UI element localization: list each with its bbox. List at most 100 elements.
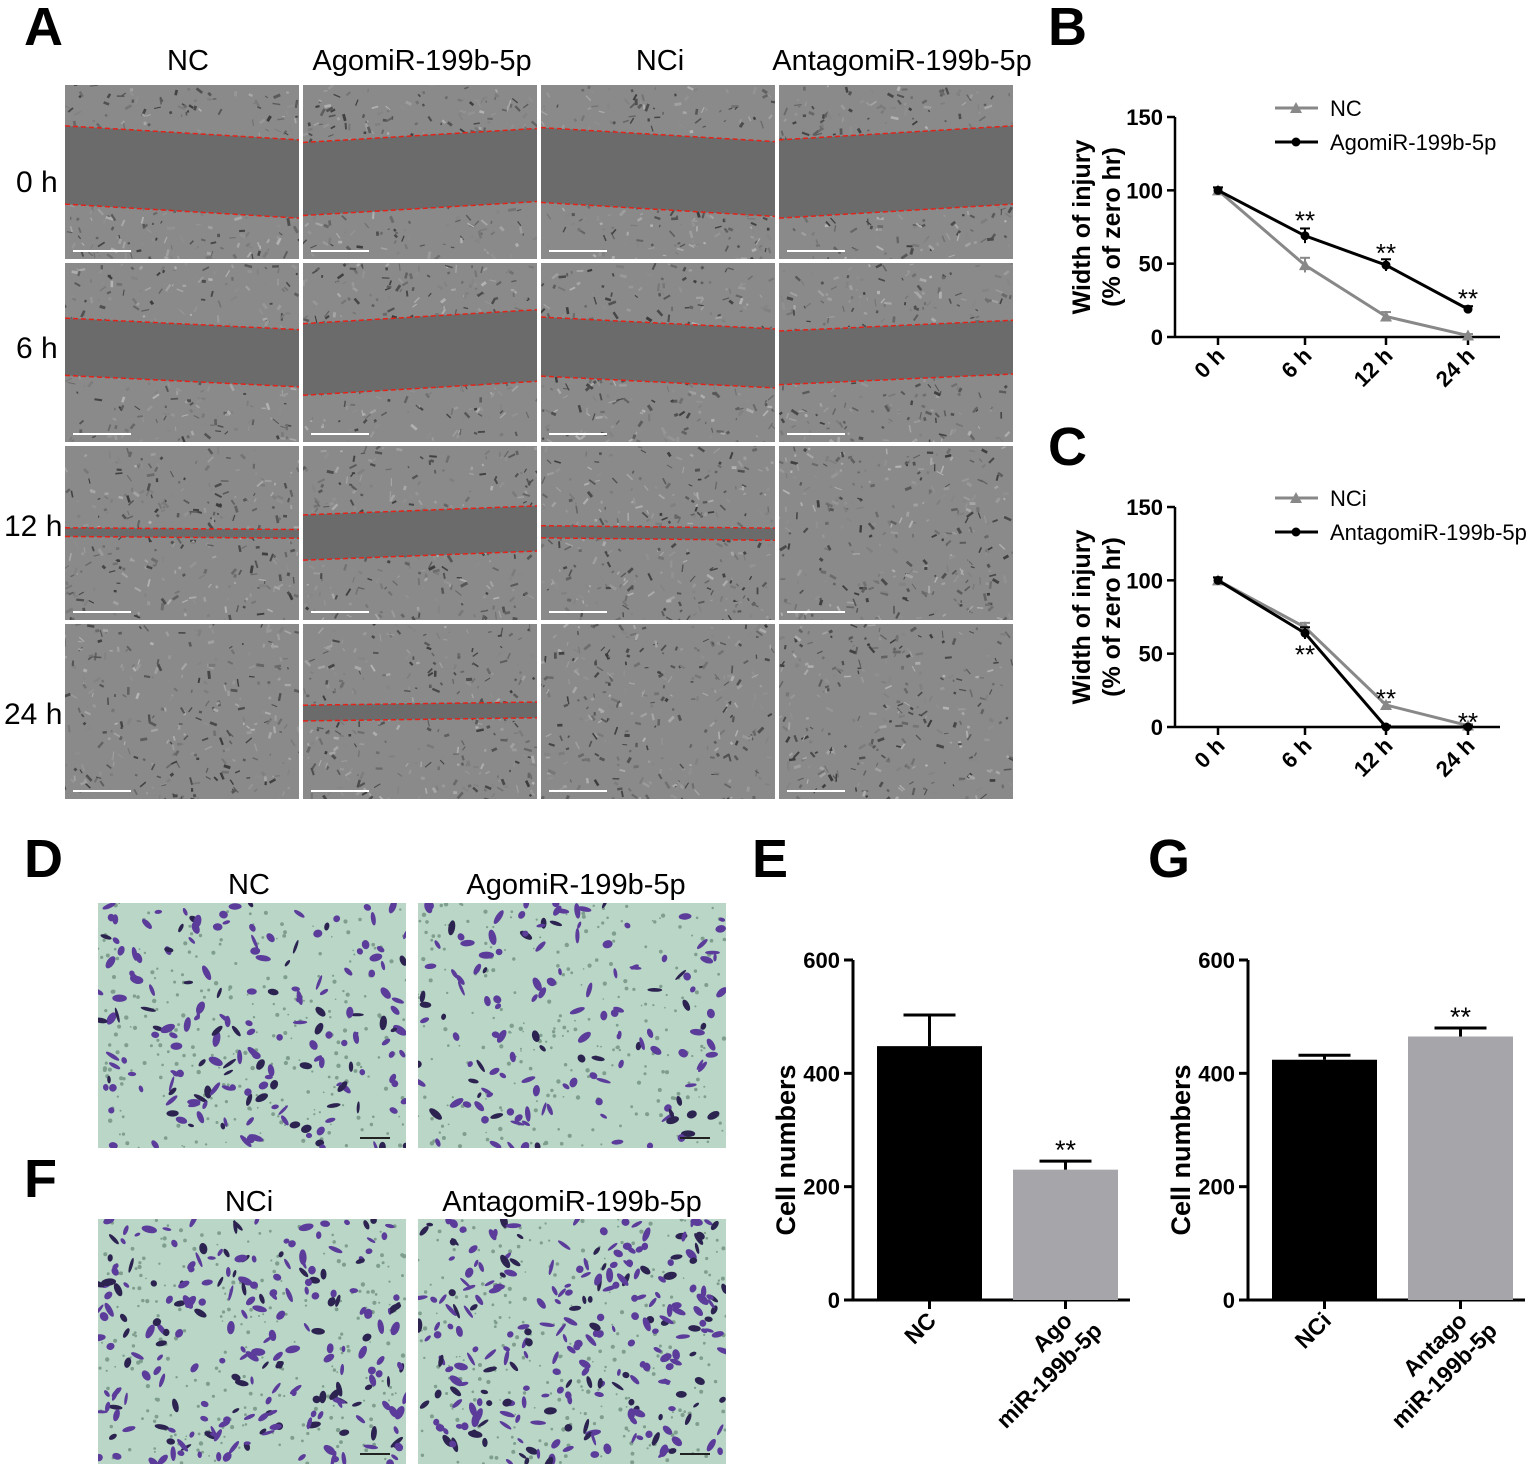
scratch-gap	[541, 127, 775, 217]
tile-background	[779, 624, 1013, 799]
data-point	[1300, 628, 1310, 638]
data-point	[1380, 699, 1392, 710]
panel-a-column-label: NCi	[635, 45, 685, 77]
scratch-gap	[541, 525, 775, 541]
micrograph-image	[541, 446, 775, 620]
scratch-assay-image-grid	[65, 85, 1013, 799]
panel-label-f: F	[24, 1149, 57, 1209]
significance-marker: **	[1055, 1135, 1077, 1165]
micrograph-image	[303, 85, 537, 259]
scratch-gap	[303, 309, 537, 396]
data-point	[1300, 231, 1310, 241]
wound-edge-line	[303, 127, 537, 144]
cell-texture	[779, 446, 1013, 620]
wound-edge-line	[303, 550, 537, 561]
y-tick-label: 200	[803, 1175, 840, 1200]
scratch-gap	[303, 702, 537, 721]
micrograph-tile	[779, 624, 1013, 799]
bar	[877, 1046, 982, 1300]
wound-edge-line	[65, 317, 299, 331]
wound-edge-line	[65, 374, 299, 388]
micrograph-tile	[65, 446, 299, 620]
y-tick-label: 200	[1198, 1175, 1235, 1200]
panel-a-column-label: AntagomiR-199b-5p	[772, 45, 1032, 77]
panel-label-b: B	[1048, 0, 1087, 57]
significance-marker: **	[1458, 283, 1478, 313]
micrograph-image	[541, 85, 775, 259]
cell-texture	[541, 446, 774, 620]
y-tick-label: 50	[1139, 252, 1163, 277]
panel-label-d: D	[24, 829, 63, 889]
y-tick-label: 150	[1126, 495, 1163, 520]
micrograph-tile	[303, 624, 537, 799]
legend-label: AgomiR-199b-5p	[1330, 130, 1496, 155]
scratch-gap	[303, 505, 537, 561]
legend-label: AntagomiR-199b-5p	[1330, 520, 1527, 545]
wound-edge-line	[541, 201, 775, 218]
y-tick-label: 0	[1151, 325, 1163, 350]
x-tick-label: 24 h	[1431, 343, 1480, 392]
cell-texture	[779, 624, 1013, 799]
wound-edge-line	[541, 375, 775, 389]
membrane-background	[98, 1219, 406, 1464]
x-tick-label: NC	[899, 1307, 941, 1349]
data-point	[1213, 575, 1223, 585]
micrograph-tile	[541, 85, 775, 259]
micrograph-image	[303, 446, 537, 620]
transwell-image	[98, 1219, 406, 1464]
bar	[1013, 1169, 1118, 1300]
wound-edge-line	[541, 316, 775, 330]
micrograph-image	[65, 85, 299, 259]
micrograph-image	[303, 263, 537, 442]
x-tick-label: 12 h	[1349, 733, 1398, 782]
wound-edge-line	[65, 527, 299, 531]
micrograph-tile	[65, 85, 299, 259]
significance-marker: **	[1458, 707, 1478, 737]
panel-label-a: A	[24, 0, 63, 57]
y-tick-label: 400	[1198, 1061, 1235, 1086]
legend-marker	[1291, 137, 1301, 147]
y-tick-label: 0	[1151, 715, 1163, 740]
micrograph-tile	[65, 263, 299, 442]
panel-f-column-label: AntagomiR-199b-5p	[442, 1186, 702, 1218]
significance-marker: **	[1376, 684, 1396, 714]
wound-edge-line	[65, 125, 299, 141]
transwell-image	[98, 903, 406, 1148]
wound-edge-line	[65, 535, 299, 539]
stained-cells	[418, 1219, 726, 1464]
wound-edge-line	[541, 524, 775, 529]
micrograph-tile	[541, 446, 775, 620]
series-line	[1217, 189, 1469, 337]
tile-background	[65, 624, 299, 799]
panel-d-column-label: NC	[228, 869, 270, 901]
wound-edge-line	[779, 319, 1013, 332]
micrograph-tile	[541, 624, 775, 799]
micrograph-image	[65, 263, 299, 442]
bar	[1272, 1059, 1377, 1300]
panel-label-c: C	[1048, 417, 1087, 477]
micrograph-image	[65, 624, 299, 799]
panel-a-row-label: 24 h	[4, 698, 63, 731]
transwell-image	[418, 1219, 726, 1464]
data-point	[1213, 185, 1223, 195]
micrograph-image	[779, 446, 1013, 620]
wound-edge-line	[303, 505, 537, 516]
panel-a-column-label: AgomiR-199b-5p	[312, 45, 532, 77]
stained-cells	[418, 903, 726, 1148]
chart-b-line-plot: 0 50 100 150 0 h 6 h 12 h 24 h Width of injury (%…	[1068, 96, 1500, 392]
y-tick-label: 50	[1139, 642, 1163, 667]
y-axis-label: Width of injury	[1068, 140, 1096, 315]
wound-edge-line	[541, 126, 775, 143]
x-tick-label: NCi	[1290, 1307, 1336, 1353]
data-point	[1463, 722, 1473, 732]
micrograph-tile	[65, 624, 299, 799]
scratch-gap	[779, 125, 1013, 219]
y-axis-label: Cell numbers	[771, 1064, 801, 1235]
scratch-gap	[65, 527, 299, 539]
data-point	[1462, 329, 1474, 341]
panel-a-row-label: 6 h	[16, 332, 58, 365]
membrane-background	[98, 903, 406, 1148]
y-axis-label: Width of injury	[1068, 530, 1096, 705]
y-tick-label: 600	[803, 948, 840, 973]
